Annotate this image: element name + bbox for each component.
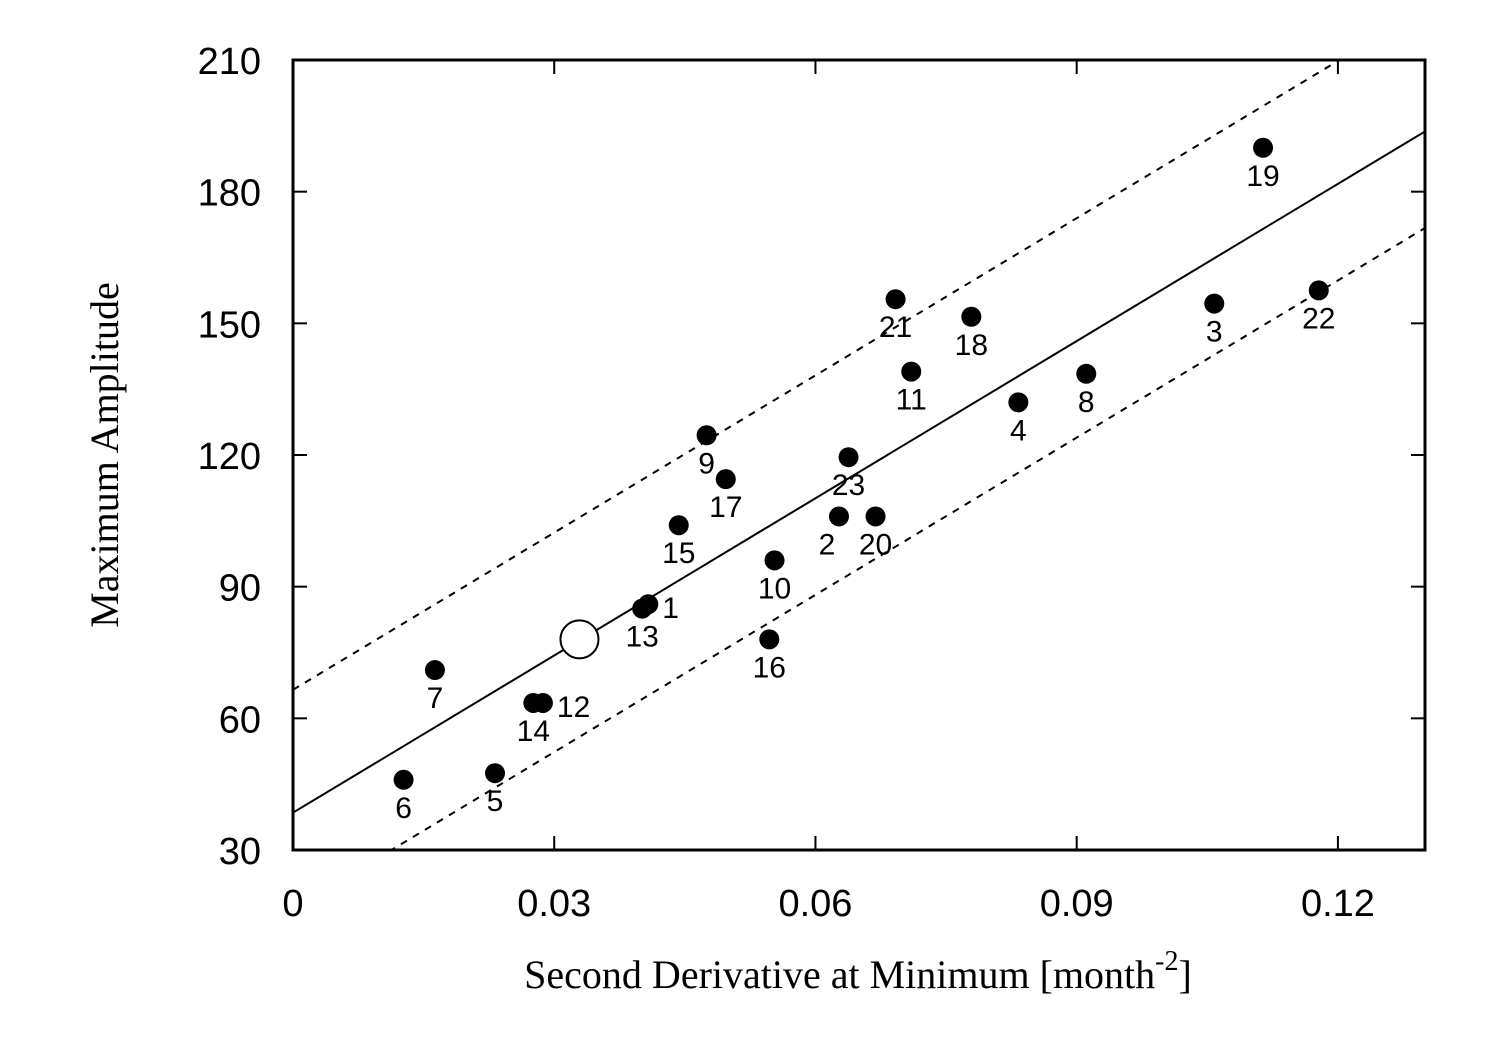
x-axis-title-end: ]: [1179, 952, 1192, 997]
point-label-9: 9: [698, 447, 715, 480]
data-point-5: [485, 763, 506, 784]
y-tick-label: 60: [219, 699, 261, 741]
x-tick-label: 0.03: [517, 883, 591, 925]
lower-bound-line: [389, 227, 1425, 850]
y-tick-label: 90: [219, 568, 261, 610]
y-tick-label: 30: [219, 831, 261, 873]
data-point-15: [668, 515, 689, 536]
data-point-3: [1204, 293, 1225, 314]
data-point-8: [1076, 363, 1097, 384]
data-point-23: [838, 447, 859, 468]
x-axis-title-exponent: -2: [1155, 946, 1178, 977]
data-point-13: [632, 598, 653, 619]
point-label-2: 2: [819, 528, 836, 561]
data-point-17: [715, 469, 736, 490]
upper-bound-line: [293, 60, 1342, 691]
x-tick-label: 0.06: [778, 883, 852, 925]
data-point-20: [865, 506, 886, 527]
point-label-20: 20: [859, 528, 892, 561]
point-label-17: 17: [709, 491, 742, 524]
y-axis-title: Maximum Amplitude: [82, 282, 127, 628]
x-axis-title: Second Derivative at Minimum [month-2]: [524, 946, 1192, 997]
point-label-18: 18: [955, 329, 988, 362]
point-label-15: 15: [662, 537, 695, 570]
x-tick-label: 0.09: [1040, 883, 1114, 925]
y-tick-label: 120: [198, 436, 261, 478]
point-label-13: 13: [625, 621, 658, 654]
data-point-11: [901, 361, 922, 382]
open-circle-marker: [559, 619, 600, 660]
data-point-9: [696, 425, 717, 446]
data-point-2: [828, 506, 849, 527]
point-label-4: 4: [1010, 414, 1027, 447]
y-tick-label: 210: [198, 41, 261, 83]
point-label-14: 14: [517, 715, 550, 748]
data-point-19: [1253, 137, 1274, 158]
point-label-7: 7: [427, 682, 444, 715]
y-tick-label: 180: [198, 173, 261, 215]
point-label-3: 3: [1206, 316, 1223, 349]
x-axis-title-main: Second Derivative at Minimum [month: [524, 952, 1155, 997]
point-label-10: 10: [758, 572, 791, 605]
x-tick-label: 0.12: [1301, 883, 1375, 925]
data-point-14: [523, 692, 544, 713]
fit-lines: [293, 60, 1425, 850]
point-label-19: 19: [1246, 160, 1279, 193]
point-label-12: 12: [557, 691, 590, 724]
point-label-16: 16: [753, 651, 786, 684]
data-point-16: [759, 629, 780, 650]
point-label-21: 21: [879, 311, 912, 344]
point-label-22: 22: [1302, 302, 1335, 335]
data-point-10: [764, 550, 785, 571]
y-tick-label: 150: [198, 304, 261, 346]
x-tick-label: 0: [282, 883, 303, 925]
data-point-22: [1308, 280, 1329, 301]
point-label-6: 6: [395, 792, 412, 825]
point-label-11: 11: [896, 384, 927, 417]
data-point-21: [885, 289, 906, 310]
data-point-6: [393, 769, 414, 790]
point-label-5: 5: [487, 785, 504, 818]
point-label-23: 23: [832, 469, 865, 502]
data-point-18: [961, 306, 982, 327]
point-label-8: 8: [1078, 386, 1095, 419]
point-label-1: 1: [662, 592, 679, 625]
data-point-7: [424, 660, 445, 681]
fit-line: [293, 130, 1425, 814]
data-point-4: [1008, 392, 1029, 413]
